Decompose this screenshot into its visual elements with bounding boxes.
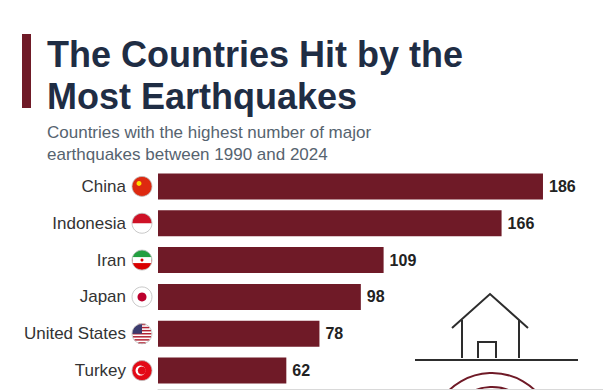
svg-text:186: 186 xyxy=(549,178,576,195)
svg-text:166: 166 xyxy=(508,215,535,232)
svg-text:62: 62 xyxy=(292,362,310,379)
svg-text:China: China xyxy=(82,177,127,196)
svg-text:Turkey: Turkey xyxy=(75,361,127,380)
svg-text:Most Earthquakes: Most Earthquakes xyxy=(47,76,357,117)
svg-text:78: 78 xyxy=(325,325,343,342)
svg-text:98: 98 xyxy=(367,288,385,305)
svg-text:The Countries Hit by the: The Countries Hit by the xyxy=(47,34,473,75)
svg-text:Iran: Iran xyxy=(97,251,126,270)
svg-text:Japan: Japan xyxy=(80,287,126,306)
svg-text:earthquakes between 1990 and 2: earthquakes between 1990 and 2024 xyxy=(47,145,328,164)
svg-text:United States: United States xyxy=(24,324,126,343)
svg-text:109: 109 xyxy=(390,252,417,269)
svg-text:Indonesia: Indonesia xyxy=(52,214,126,233)
svg-text:Countries with the highest num: Countries with the highest number of maj… xyxy=(47,123,376,142)
